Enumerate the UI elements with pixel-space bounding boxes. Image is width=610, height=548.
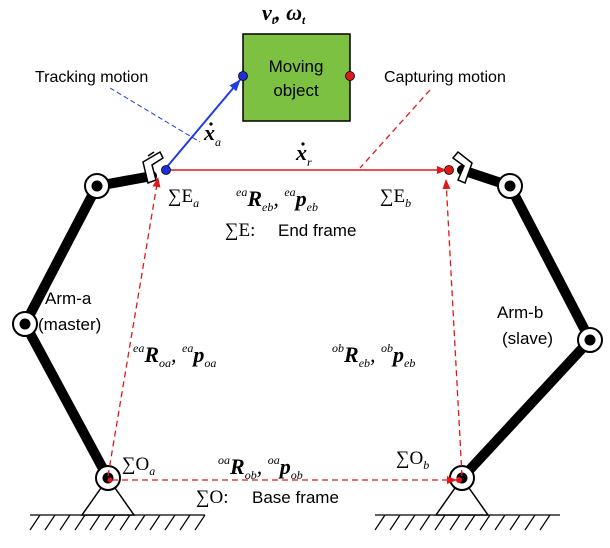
arm-b-label-line1: Arm-b <box>497 303 543 322</box>
vector-right-ob-eb <box>442 179 463 477</box>
arm-b-links <box>457 165 595 483</box>
transform-top: eaReb, eapeb <box>236 185 318 214</box>
svg-text:Base frame: Base frame <box>252 488 339 507</box>
red-dot-end-b <box>444 165 454 175</box>
frame-ob-label: ∑Ob <box>396 448 429 472</box>
tracking-velocity-arrow <box>165 79 241 169</box>
red-dot-base-a <box>107 477 113 483</box>
blue-dot-object <box>238 71 248 81</box>
capturing-motion-label: Capturing motion <box>384 69 506 86</box>
joint-arm-b-base <box>449 465 475 491</box>
gripper-arm-b <box>451 150 473 185</box>
ground-right <box>374 514 560 531</box>
svg-text:End frame: End frame <box>278 221 356 240</box>
joint-arm-a-elbow <box>12 311 38 337</box>
gripper-arm-a <box>142 150 164 185</box>
joint-arm-a-base <box>95 465 121 491</box>
transform-right: obReb, obpeb <box>332 341 415 370</box>
joint-arm-a-wrist <box>84 173 110 199</box>
moving-object-line2: object <box>273 81 319 100</box>
svg-text:xr: xr <box>295 140 312 169</box>
capturing-motion-leader <box>359 89 431 169</box>
joint-arm-b-wrist <box>497 173 523 199</box>
blue-dot-end-a <box>161 165 171 175</box>
relative-velocity-label: xr <box>295 140 312 169</box>
object-velocity-label: vt, ωt <box>262 0 306 27</box>
svg-text:xa: xa <box>203 120 221 149</box>
tracking-motion-leader <box>109 87 201 143</box>
transform-left: eaRoa, eapoa <box>133 341 216 370</box>
base-support-left <box>80 476 136 516</box>
ground-left <box>29 514 206 531</box>
end-frame-caption: ∑E: End frame <box>225 220 356 241</box>
transform-bottom: oaRob, oapob <box>218 453 303 482</box>
red-dot-object <box>345 71 355 81</box>
red-dot-base-b <box>456 477 462 483</box>
tracking-motion-label: Tracking motion <box>35 69 148 86</box>
moving-object-box <box>242 33 351 122</box>
frame-ea-label: ∑Ea <box>168 186 199 210</box>
base-frame-caption: ∑O: Base frame <box>196 487 339 508</box>
frame-eb-label: ∑Eb <box>380 186 411 210</box>
arm-a-label-line1: Arm-a <box>45 289 92 308</box>
arm-a-label-line2: (master) <box>38 315 101 334</box>
moving-object-line1: Moving <box>269 57 324 76</box>
svg-text:∑O:: ∑O: <box>196 487 229 508</box>
svg-text:∑E:: ∑E: <box>225 220 255 241</box>
frame-oa-label: ∑Oa <box>122 454 155 478</box>
arm-b-label-line2: (slave) <box>502 329 553 348</box>
svg-text:vt, ωt: vt, ωt <box>262 0 306 27</box>
frame-vectors <box>107 89 463 484</box>
joint-arm-b-elbow <box>577 327 603 353</box>
tracking-velocity-label: xa <box>203 120 221 149</box>
vector-left-oa-ea <box>107 177 161 477</box>
base-support-right <box>434 476 490 516</box>
